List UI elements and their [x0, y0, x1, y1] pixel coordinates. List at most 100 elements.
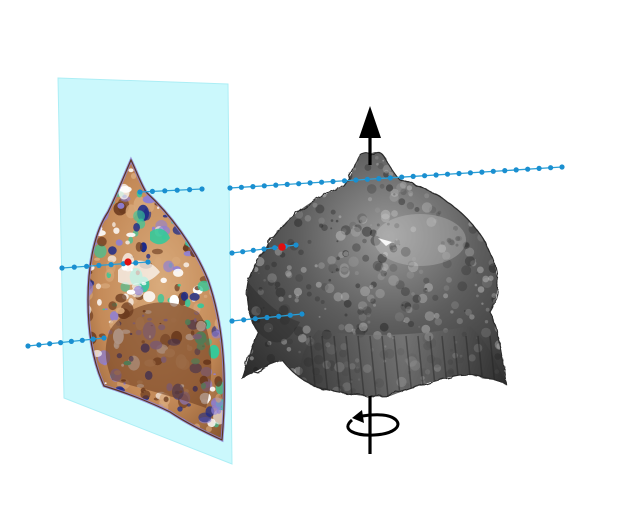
object-lobe-shadow	[247, 282, 300, 343]
object-bump	[339, 267, 350, 278]
slice-speckle	[203, 294, 208, 298]
object-bump	[424, 287, 427, 291]
object-bump	[374, 207, 381, 213]
probe-point	[299, 311, 305, 317]
object-bump	[318, 315, 321, 318]
probe-point	[364, 176, 370, 182]
rotate-arrowhead	[352, 410, 364, 423]
object-bump	[280, 304, 291, 315]
probe-point	[261, 183, 267, 189]
object-bump	[351, 328, 356, 333]
object-bump	[389, 263, 398, 272]
object-bump	[249, 262, 252, 265]
object-bump	[276, 174, 283, 181]
object-bump	[257, 288, 264, 295]
slice-speckle	[143, 291, 156, 303]
object-bump	[412, 303, 420, 311]
object-bump	[297, 378, 301, 382]
probe-point	[296, 181, 302, 187]
object-bump	[493, 253, 499, 259]
object-bump	[279, 314, 290, 325]
probe-point	[273, 182, 279, 188]
object-bump	[455, 243, 459, 247]
highlight-point-object	[278, 243, 286, 251]
object-glint	[378, 238, 392, 246]
object-bump	[260, 392, 266, 397]
object-bump	[264, 198, 269, 203]
object-bump	[486, 210, 489, 213]
slice-speckle	[115, 293, 127, 303]
object-bump	[288, 170, 292, 174]
object-bump	[354, 271, 359, 276]
object-bump	[465, 247, 475, 257]
object-bump	[443, 165, 446, 168]
object-bump	[271, 261, 277, 268]
object-bump	[290, 374, 294, 378]
object-bump	[388, 275, 399, 286]
object-bump	[357, 213, 367, 223]
object-bump	[447, 185, 454, 192]
probe-point	[58, 340, 64, 346]
object-bump	[366, 184, 377, 194]
object-bump	[401, 304, 404, 307]
object-bump	[306, 284, 312, 290]
object-bump	[252, 161, 262, 170]
probe-point	[319, 179, 325, 185]
object-bump	[490, 199, 497, 206]
slice-speckle	[130, 173, 137, 179]
object-bump	[268, 208, 278, 217]
object-bump	[407, 190, 414, 197]
object-bump	[321, 224, 328, 231]
object-bump	[410, 226, 417, 233]
object-bump	[470, 260, 477, 267]
probe-point	[525, 166, 531, 172]
object-bump	[313, 161, 318, 167]
object-bump	[294, 298, 299, 303]
object-bump	[432, 294, 439, 301]
slice-speckle	[217, 407, 222, 410]
object-bump	[400, 246, 411, 257]
object-bump	[400, 188, 407, 196]
object-bump	[442, 251, 451, 260]
object-bump	[330, 219, 334, 222]
object-bump	[358, 219, 363, 224]
object-bump	[279, 252, 286, 258]
object-bump	[330, 209, 336, 215]
object-bump	[304, 215, 312, 222]
probe-point	[264, 314, 270, 321]
object-bump	[380, 270, 387, 277]
object-bump	[423, 277, 430, 284]
object-bump	[448, 394, 457, 397]
object-bump	[443, 381, 449, 387]
object-bump	[304, 188, 312, 197]
object-bump	[274, 281, 281, 288]
slice-speckle	[97, 236, 107, 247]
object-bump	[476, 271, 479, 275]
object-bump	[249, 356, 254, 361]
object-bump	[352, 243, 361, 252]
slice-speckle	[107, 435, 113, 440]
object-bump	[341, 183, 344, 186]
probe-point	[90, 336, 96, 342]
object-bump	[383, 171, 390, 178]
object-bump	[389, 244, 398, 253]
object-bump	[358, 322, 368, 332]
object-bump	[394, 223, 400, 229]
probe-point	[276, 313, 282, 319]
probe-point	[490, 168, 496, 174]
slice-speckle	[214, 376, 223, 387]
slice-speckle	[146, 253, 151, 259]
object-bump	[398, 243, 401, 246]
object-bump	[361, 326, 368, 333]
slice-speckle	[126, 289, 136, 295]
object-bump	[357, 149, 360, 152]
object-bump	[286, 198, 297, 210]
object-bump	[276, 394, 284, 397]
object-bump	[403, 320, 405, 323]
object-bump	[315, 281, 322, 288]
object-bump	[306, 389, 316, 397]
object-bump	[393, 193, 396, 196]
object-bump	[481, 277, 493, 288]
object-bump	[321, 186, 324, 189]
object-bump	[243, 384, 246, 387]
